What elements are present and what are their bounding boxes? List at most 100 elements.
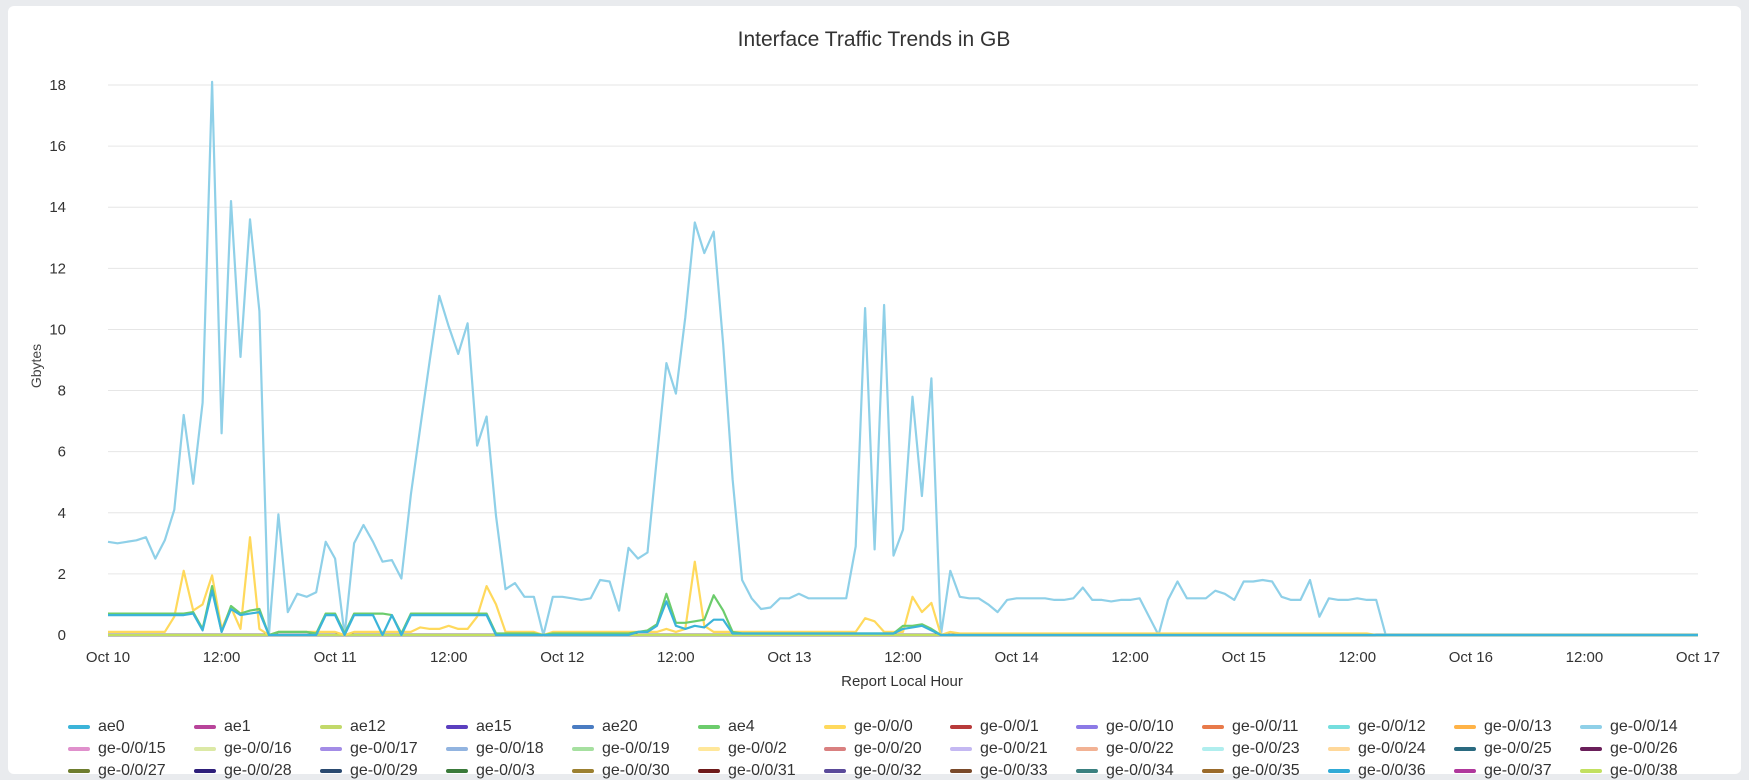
x-tick-label: Oct 11	[314, 649, 357, 666]
legend-item[interactable]: ge-0/0/0	[824, 717, 950, 736]
legend-item[interactable]: ge-0/0/27	[68, 761, 194, 780]
y-tick-label: 14	[49, 199, 66, 216]
legend-label: ae15	[476, 717, 512, 735]
legend-item[interactable]: ae15	[446, 717, 572, 736]
legend-swatch	[1328, 746, 1350, 751]
legend-item[interactable]: ge-0/0/12	[1328, 717, 1454, 736]
legend-label: ae20	[602, 717, 638, 735]
x-tick-label: Oct 14	[994, 649, 1038, 666]
legend-item[interactable]: ge-0/0/11	[1202, 717, 1328, 736]
legend-item[interactable]: ge-0/0/30	[572, 761, 698, 780]
legend-label: ge-0/0/10	[1106, 717, 1174, 735]
legend-swatch	[1580, 768, 1602, 773]
legend-label: ge-0/0/30	[602, 761, 670, 779]
x-tick-label: 12:00	[203, 649, 241, 666]
legend-item[interactable]: ge-0/0/25	[1454, 739, 1580, 758]
legend-swatch	[68, 724, 90, 729]
x-axis-label: Report Local Hour	[841, 673, 963, 690]
legend-item[interactable]: ge-0/0/18	[446, 739, 572, 758]
legend-label: ge-0/0/37	[1484, 761, 1552, 779]
chart-title: Interface Traffic Trends in GB	[738, 28, 1011, 51]
legend-label: ge-0/0/38	[1610, 761, 1678, 779]
legend-item[interactable]: ae1	[194, 717, 320, 736]
legend-item[interactable]: ge-0/0/15	[68, 739, 194, 758]
legend-item[interactable]: ge-0/0/2	[698, 739, 824, 758]
legend-swatch	[1580, 724, 1602, 729]
legend-swatch	[194, 724, 216, 729]
legend-label: ae1	[224, 717, 251, 735]
x-tick-label: Oct 17	[1676, 649, 1720, 666]
legend-swatch	[1328, 724, 1350, 729]
legend-item[interactable]: ge-0/0/32	[824, 761, 950, 780]
legend-item[interactable]: ae12	[320, 717, 446, 736]
x-tick-label: Oct 13	[767, 649, 811, 666]
x-tick-label: 12:00	[430, 649, 468, 666]
legend-swatch	[320, 768, 342, 773]
legend-label: ge-0/0/1	[980, 717, 1039, 735]
legend-label: ge-0/0/23	[1232, 739, 1300, 757]
legend-item[interactable]: ge-0/0/22	[1076, 739, 1202, 758]
legend-item[interactable]: ae20	[572, 717, 698, 736]
legend-label: ge-0/0/14	[1610, 717, 1678, 735]
legend-item[interactable]: ge-0/0/1	[950, 717, 1076, 736]
legend-swatch	[1202, 768, 1224, 773]
series-line-ge-0-0-14	[107, 80, 1698, 637]
legend-swatch	[1454, 724, 1476, 729]
x-tick-label: Oct 15	[1222, 649, 1266, 666]
legend-item[interactable]: ge-0/0/34	[1076, 761, 1202, 780]
legend-item[interactable]: ge-0/0/14	[1580, 717, 1706, 736]
legend-swatch	[446, 768, 468, 773]
y-tick-label: 10	[49, 321, 66, 338]
y-tick-label: 6	[58, 444, 66, 461]
legend-label: ge-0/0/13	[1484, 717, 1552, 735]
legend-swatch	[824, 746, 846, 751]
legend-label: ge-0/0/17	[350, 739, 418, 757]
legend-label: ge-0/0/22	[1106, 739, 1174, 757]
legend-swatch	[320, 746, 342, 751]
x-tick-label: 12:00	[1566, 649, 1604, 666]
legend-label: ge-0/0/0	[854, 717, 913, 735]
legend-item[interactable]: ge-0/0/17	[320, 739, 446, 758]
legend-item[interactable]: ge-0/0/3	[446, 761, 572, 780]
legend-label: ge-0/0/32	[854, 761, 922, 779]
legend-label: ae12	[350, 717, 386, 735]
legend-item[interactable]: ge-0/0/26	[1580, 739, 1706, 758]
legend-item[interactable]: ge-0/0/29	[320, 761, 446, 780]
legend-item[interactable]: ge-0/0/19	[572, 739, 698, 758]
legend-item[interactable]: ge-0/0/16	[194, 739, 320, 758]
series-line-ae0	[108, 589, 1698, 637]
legend-item[interactable]: ge-0/0/28	[194, 761, 320, 780]
legend-label: ge-0/0/31	[728, 761, 796, 779]
x-tick-label: 12:00	[1111, 649, 1149, 666]
legend-item[interactable]: ge-0/0/35	[1202, 761, 1328, 780]
legend-label: ge-0/0/34	[1106, 761, 1174, 779]
legend-swatch	[1202, 724, 1224, 729]
legend-label: ge-0/0/16	[224, 739, 292, 757]
legend-label: ge-0/0/21	[980, 739, 1048, 757]
legend-item[interactable]: ge-0/0/20	[824, 739, 950, 758]
legend-item[interactable]: ge-0/0/21	[950, 739, 1076, 758]
legend-item[interactable]: ae4	[698, 717, 824, 736]
legend-swatch	[698, 746, 720, 751]
y-tick-label: 12	[49, 260, 66, 277]
legend-item[interactable]: ge-0/0/31	[698, 761, 824, 780]
legend-item[interactable]: ge-0/0/13	[1454, 717, 1580, 736]
legend-item[interactable]: ge-0/0/33	[950, 761, 1076, 780]
legend-item[interactable]: ge-0/0/24	[1328, 739, 1454, 758]
legend-item[interactable]: ge-0/0/23	[1202, 739, 1328, 758]
x-tick-label: Oct 12	[540, 649, 584, 666]
legend-item[interactable]: ae0	[68, 717, 194, 736]
legend-swatch	[1454, 746, 1476, 751]
x-tick-label: 12:00	[884, 649, 922, 666]
legend-item[interactable]: ge-0/0/10	[1076, 717, 1202, 736]
y-tick-label: 18	[49, 77, 66, 94]
legend-swatch	[1076, 768, 1098, 773]
x-tick-label: Oct 10	[86, 649, 130, 666]
legend-label: ge-0/0/28	[224, 761, 292, 779]
legend-swatch	[194, 746, 216, 751]
legend-swatch	[68, 746, 90, 751]
legend-item[interactable]: ge-0/0/36	[1328, 761, 1454, 780]
legend-item[interactable]: ge-0/0/38	[1580, 761, 1706, 780]
legend-swatch	[1076, 724, 1098, 729]
legend-item[interactable]: ge-0/0/37	[1454, 761, 1580, 780]
